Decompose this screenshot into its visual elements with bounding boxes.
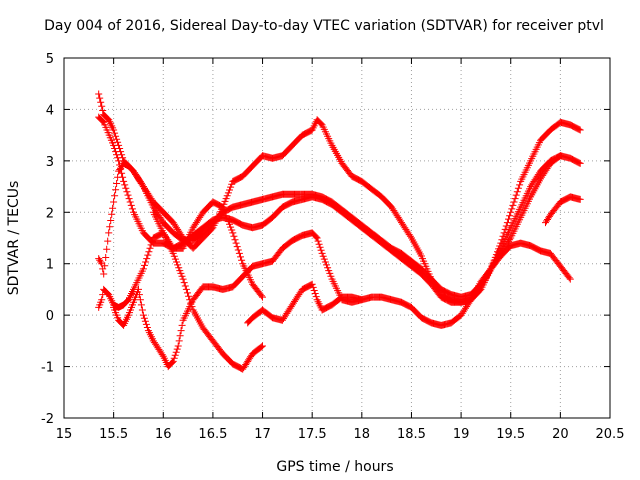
x-tick-label: 20	[552, 427, 569, 442]
y-tick-label: 0	[46, 309, 54, 324]
series-track-h	[542, 193, 584, 227]
y-tick-label: 1	[46, 258, 54, 273]
series-track-c	[95, 152, 564, 301]
grid	[64, 58, 610, 418]
marker-path	[542, 193, 584, 227]
series-track-d	[95, 198, 266, 311]
x-tick-label: 18.5	[397, 427, 426, 442]
x-tick-label: 15	[56, 427, 73, 442]
chart-title: Day 004 of 2016, Sidereal Day-to-day VTE…	[44, 18, 604, 34]
y-axis-title: SDTVAR / TECUs	[6, 181, 22, 296]
x-tick-label: 15.5	[99, 427, 128, 442]
marker-path	[244, 280, 366, 327]
x-tick-label: 19.5	[496, 427, 525, 442]
x-tick-label: 17.5	[298, 427, 327, 442]
plot-frame	[63, 57, 611, 419]
x-tick-label: 16	[155, 427, 172, 442]
x-tick-label: 17	[254, 427, 271, 442]
x-tick-label: 16.5	[198, 427, 227, 442]
series-track-f	[149, 208, 266, 373]
y-tick-label: 2	[46, 206, 54, 221]
marker-path	[95, 198, 266, 311]
y-tick-label: 3	[46, 155, 54, 170]
y-tick-label: -1	[41, 361, 54, 376]
y-tick-label: 5	[46, 52, 54, 67]
marker-path	[95, 152, 564, 301]
x-axis-title: GPS time / hours	[276, 459, 393, 475]
x-tick-label: 20.5	[596, 427, 625, 442]
x-tick-label: 19	[453, 427, 470, 442]
y-tick-label: 4	[46, 103, 54, 118]
y-tick-labels: -2 -1 0 1 2 3 4 5	[41, 52, 54, 427]
x-tick-label: 18	[354, 427, 371, 442]
series-track-g	[244, 280, 366, 327]
marker-path	[149, 208, 266, 373]
x-tick-labels: 15 15.5 16 16.5 17 17.5 18 18.5 19 19.5 20 20.5	[56, 427, 625, 442]
y-tick-label: -2	[41, 412, 54, 427]
data-markers	[95, 90, 584, 373]
